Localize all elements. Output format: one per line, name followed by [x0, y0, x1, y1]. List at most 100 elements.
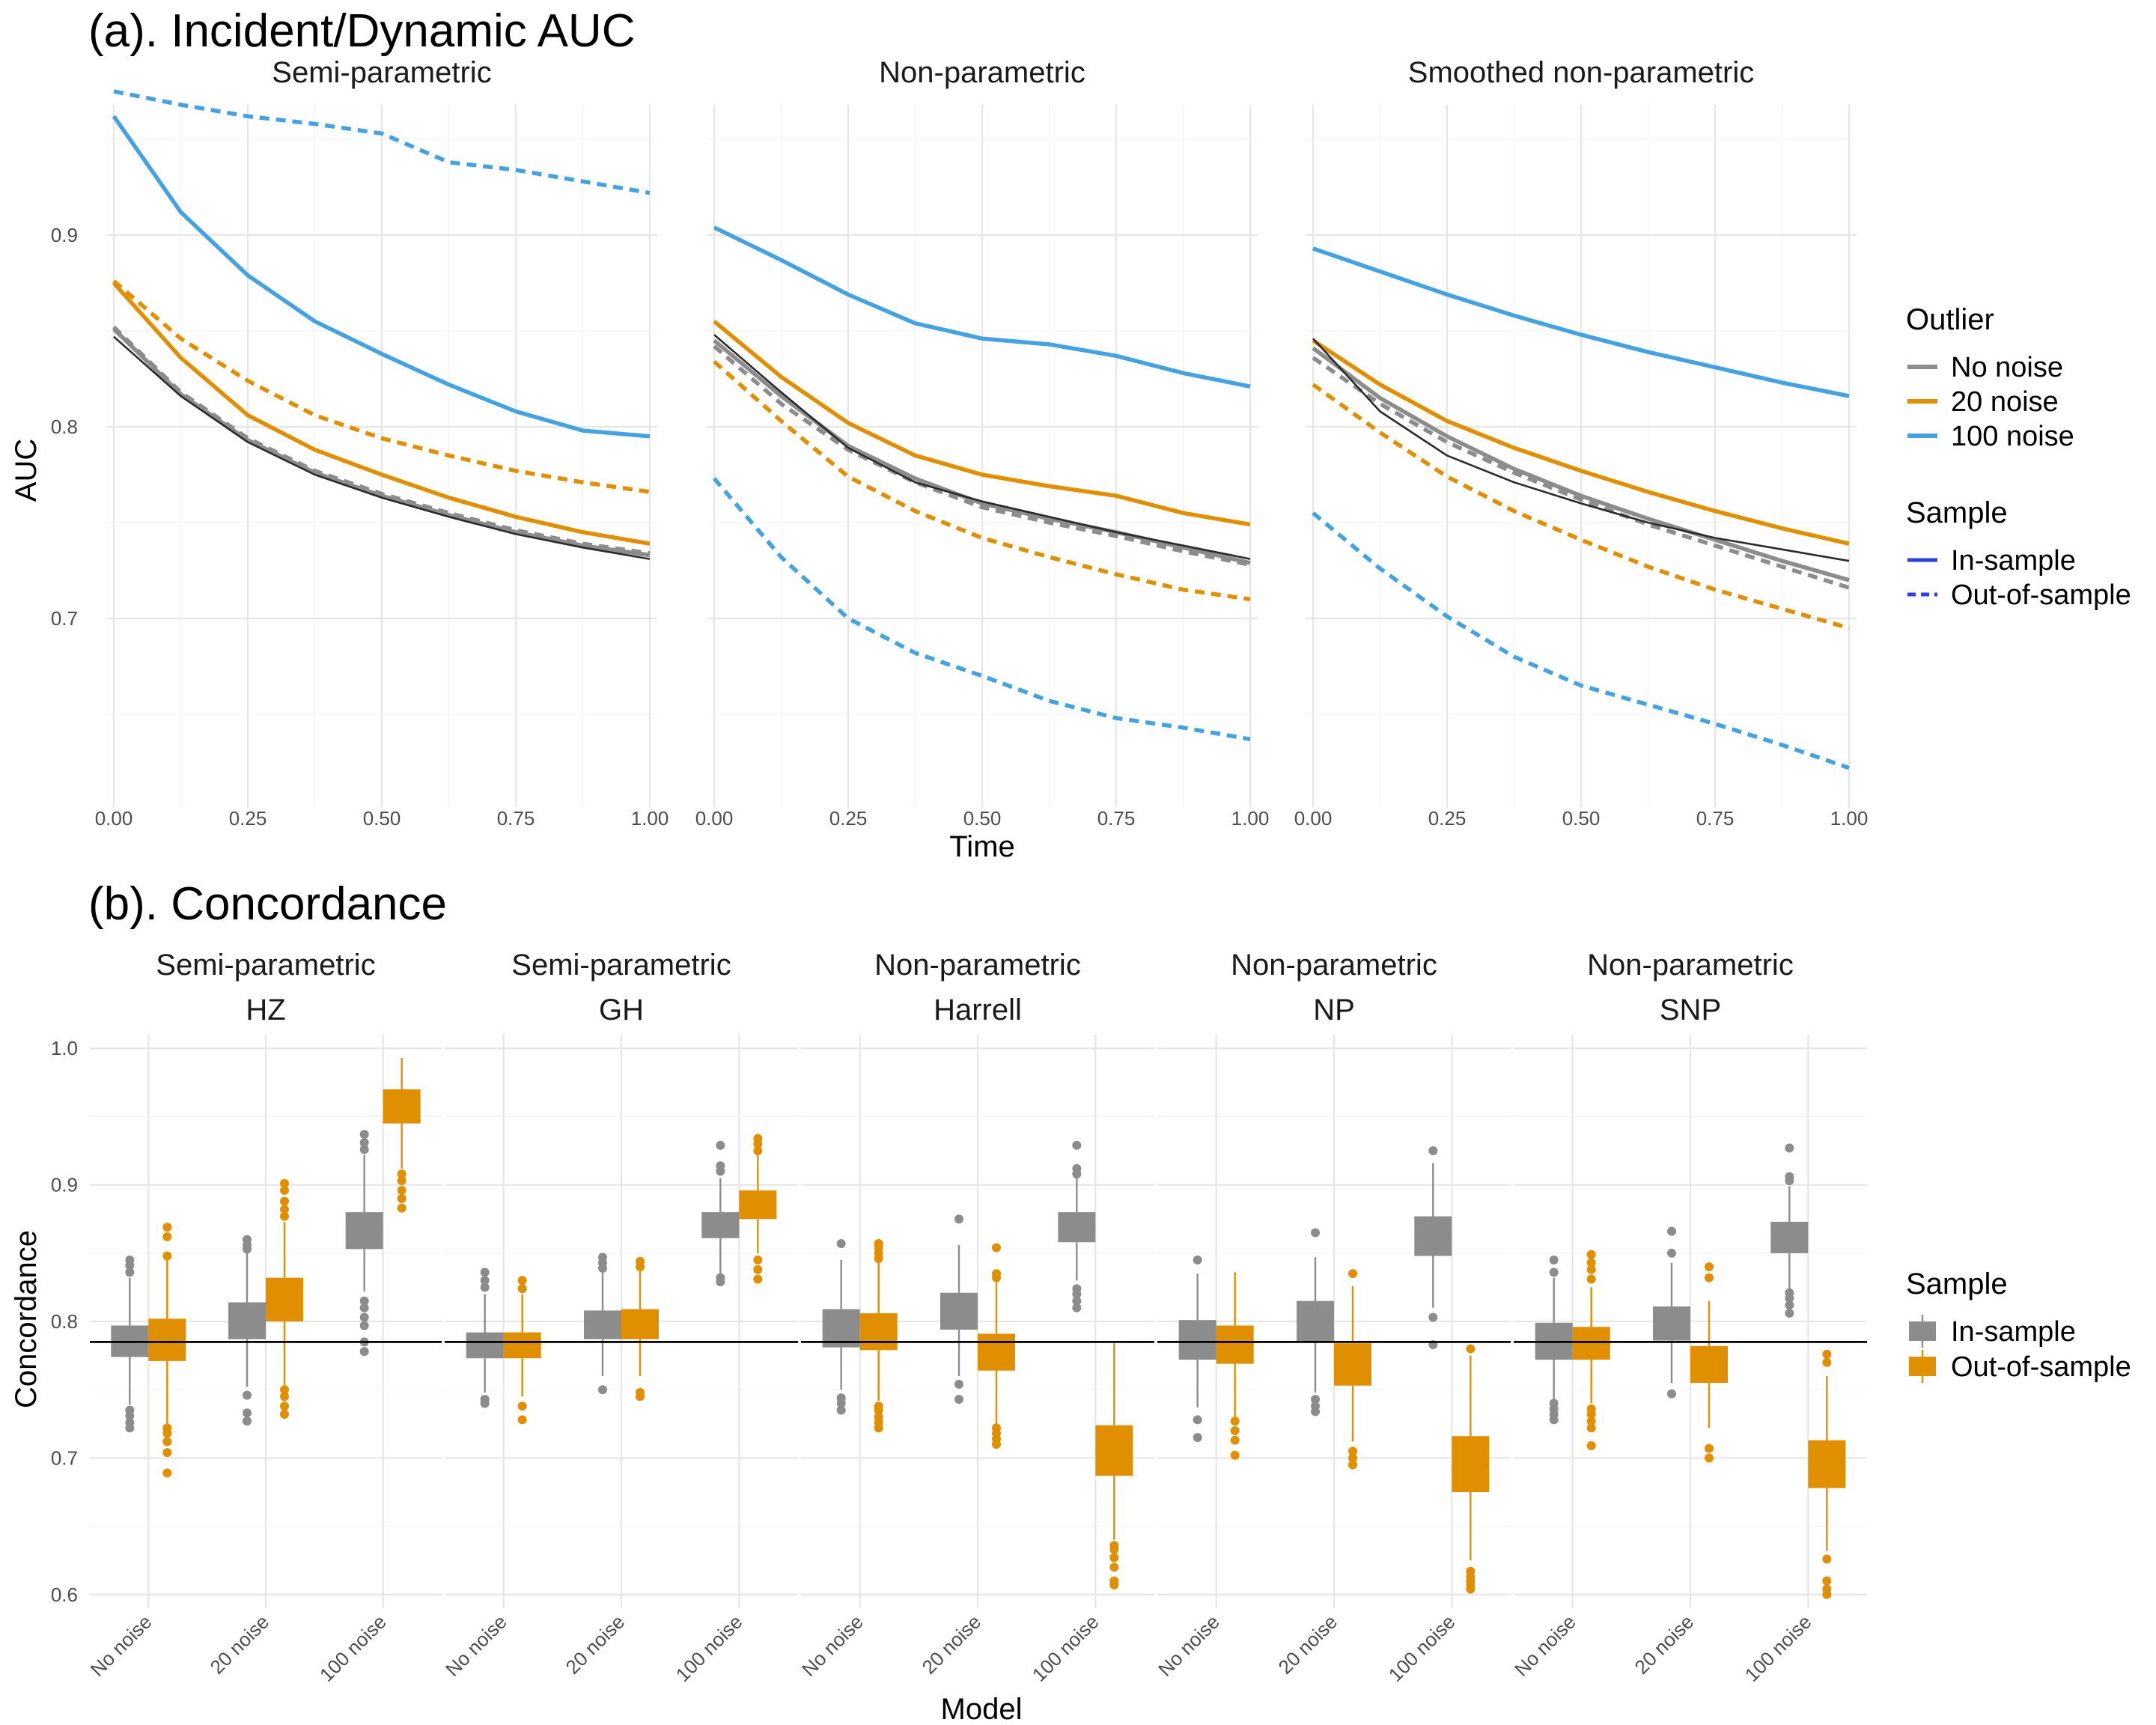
x-tick-label: 100 noise: [1384, 1610, 1460, 1686]
outlier-point: [280, 1402, 289, 1411]
outlier-point: [1822, 1357, 1832, 1367]
outlier-point: [1072, 1140, 1082, 1150]
outlier-point: [1785, 1309, 1794, 1318]
x-tick-label: 0.50: [963, 807, 1002, 830]
series-line-no-noise-in-sample: [112, 327, 651, 558]
box-no-noise-in-sample: [1535, 1255, 1573, 1425]
box-100-noise-out-of-sample: [383, 1058, 421, 1213]
box-20-noise-in-sample: [940, 1214, 978, 1404]
y-tick-label: 0.7: [51, 1446, 78, 1469]
x-tick-label: No noise: [86, 1610, 156, 1681]
strip-label-method: GH: [599, 994, 644, 1026]
x-tick-label: 100 noise: [1741, 1610, 1816, 1686]
outlier-point: [1549, 1268, 1559, 1277]
strip-label-method-family: Semi-parametric: [156, 949, 375, 982]
strip-label-method-family: Non-parametric: [874, 949, 1081, 982]
outlier-point: [243, 1235, 252, 1244]
series-line-20-noise-in-sample: [112, 282, 651, 546]
outlier-point: [1785, 1172, 1794, 1181]
outlier-point: [874, 1402, 883, 1411]
outlier-point: [280, 1196, 289, 1206]
outlier-point: [753, 1255, 763, 1265]
x-tick-label: 0.25: [1428, 807, 1467, 830]
outlier-point: [1822, 1576, 1832, 1586]
box-20-noise-in-sample: [1297, 1228, 1334, 1417]
box-100-noise-in-sample: [1414, 1146, 1452, 1350]
series-line-no-noise-in-sample: [713, 338, 1251, 565]
outlier-point: [1667, 1248, 1676, 1258]
box-20-noise-out-of-sample: [978, 1243, 1015, 1449]
box-20-noise-out-of-sample: [266, 1178, 303, 1420]
outlier-point: [162, 1437, 172, 1446]
x-tick-label: 0.75: [1097, 807, 1136, 830]
outlier-point: [1311, 1394, 1320, 1404]
outlier-point: [280, 1211, 289, 1221]
outlier-point: [753, 1134, 763, 1143]
outlier-point: [1072, 1303, 1082, 1312]
outlier-point: [359, 1347, 369, 1357]
outlier-point: [1705, 1443, 1714, 1453]
box-no-noise-out-of-sample: [148, 1223, 186, 1478]
outlier-point: [716, 1273, 725, 1283]
outlier-point: [954, 1379, 963, 1389]
outlier-point: [753, 1146, 763, 1156]
legend-label-out-of-sample: Out-of-sample: [1951, 1351, 2131, 1383]
strip-label-method: Harrell: [934, 994, 1022, 1026]
box-20-noise-in-sample: [1653, 1226, 1690, 1399]
box-20-noise-out-of-sample: [1690, 1262, 1728, 1463]
strip-label-method: NP: [1313, 994, 1355, 1026]
box-iqr: [1058, 1212, 1096, 1243]
outlier-point: [1586, 1417, 1596, 1426]
y-axis-title-concordance: Concordance: [10, 1230, 43, 1408]
strip-label-method: HZ: [246, 994, 285, 1026]
series-line-100-noise-out-of-sample: [113, 89, 651, 195]
box-100-noise-out-of-sample: [1095, 1343, 1133, 1589]
outlier-point: [1348, 1460, 1357, 1470]
x-tick-label: 20 noise: [206, 1610, 274, 1679]
x-tick-label: 100 noise: [315, 1610, 391, 1686]
box-no-noise-in-sample: [466, 1268, 504, 1408]
outlier-point: [1193, 1255, 1202, 1265]
concordance-panel-harrell: Non-parametric Harrell No noise 20 noise 100…: [797, 949, 1154, 1686]
box-20-noise-in-sample: [228, 1235, 266, 1426]
outlier-point: [359, 1303, 369, 1312]
outlier-point: [1348, 1446, 1357, 1456]
outlier-point: [480, 1268, 490, 1277]
outlier-point: [125, 1405, 135, 1415]
outlier-point: [1705, 1262, 1714, 1272]
y-tick-label: 0.9: [51, 1174, 78, 1196]
outlier-point: [280, 1410, 289, 1420]
outlier-point: [716, 1140, 725, 1150]
box-iqr: [148, 1318, 186, 1361]
outlier-point: [1586, 1250, 1596, 1259]
outlier-point: [636, 1387, 645, 1397]
box-100-noise-in-sample: [1058, 1140, 1096, 1312]
outlier-point: [1586, 1440, 1596, 1450]
x-tick-label: No noise: [1510, 1610, 1580, 1681]
outlier-point: [954, 1214, 963, 1224]
concordance-panel-snp: Non-parametric SNP No noise 20 noise 100 noi…: [1510, 949, 1867, 1686]
outlier-point: [874, 1412, 883, 1422]
y-axis-title-auc: AUC: [10, 439, 43, 502]
outlier-point: [1230, 1417, 1240, 1426]
outlier-point: [1428, 1146, 1438, 1156]
outlier-point: [359, 1321, 369, 1330]
x-tick-label: 100 noise: [672, 1610, 747, 1686]
x-tick-label: 0.75: [497, 807, 535, 830]
series-line-no-noise-out-of-sample: [713, 344, 1251, 567]
series-line-no-noise-in-sample-fit: [113, 335, 651, 560]
strip-label: Smoothed non-parametric: [1408, 56, 1754, 89]
legend-label-100-noise: 100 noise: [1951, 421, 2074, 452]
outlier-point: [1822, 1584, 1832, 1594]
series-line-no-noise-out-of-sample: [1312, 356, 1850, 590]
outlier-point: [480, 1283, 490, 1292]
outlier-point: [1230, 1435, 1240, 1445]
x-tick-label: No noise: [797, 1610, 868, 1681]
x-tick-label: 0.50: [1562, 807, 1601, 830]
x-tick-label: 0.00: [1294, 807, 1333, 830]
concordance-panel-np: Non-parametric NP No noise 20 noise 100 nois…: [1154, 949, 1511, 1686]
box-no-noise-out-of-sample: [503, 1276, 541, 1425]
outlier-point: [280, 1205, 289, 1214]
concordance-figure: (b). Concordance Concordance Model 0.6 0.7 0.…: [10, 878, 2131, 1725]
